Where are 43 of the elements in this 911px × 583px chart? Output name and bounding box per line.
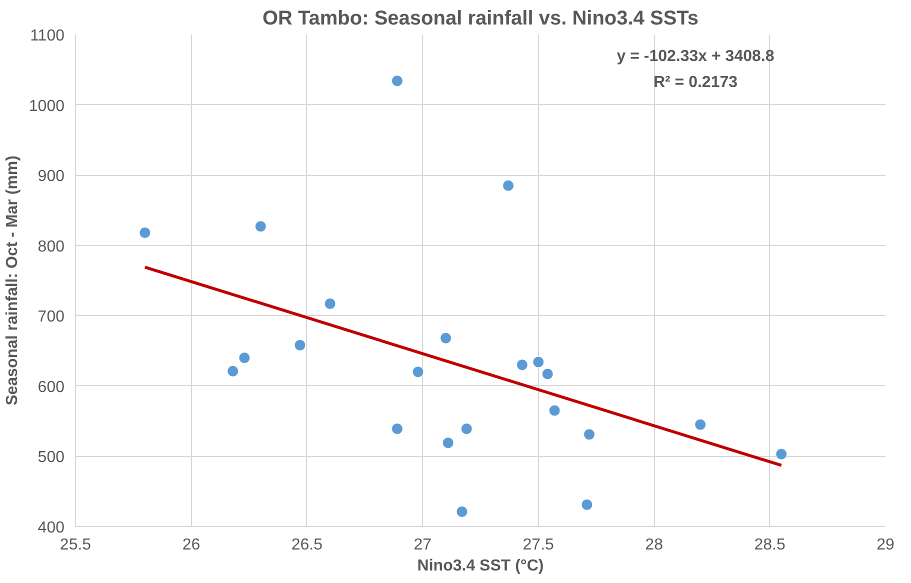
y-tick-label: 800 [38, 238, 65, 256]
y-tick-label: 1000 [28, 98, 65, 115]
point [532, 356, 544, 368]
x-tick-label: 26 [182, 536, 200, 554]
x-tick-label: 27.5 [522, 536, 554, 554]
point [324, 298, 336, 310]
x-tick-label: 27 [414, 536, 432, 554]
x-tick-label: 28.5 [754, 536, 786, 554]
point [516, 359, 528, 371]
chart-title: OR Tambo: Seasonal rainfall vs. Nino3.4 SSTs [262, 8, 699, 30]
point [581, 498, 593, 510]
y-tick-label: 900 [38, 168, 65, 186]
point [694, 418, 706, 430]
y-tick-label: 1100 [30, 28, 65, 44]
x-axis-title: Nino3.4 SST (°C) [417, 558, 544, 574]
y-axis-title: Seasonal rainfall: Oct - Mar (mm) [4, 156, 21, 406]
point [391, 423, 403, 435]
x-tick-label: 29 [876, 536, 894, 554]
point [542, 368, 554, 380]
point [139, 226, 151, 238]
y-tick-label: 400 [38, 520, 65, 536]
point [238, 352, 250, 364]
point [456, 506, 468, 518]
point [502, 180, 514, 192]
point [227, 365, 239, 377]
y-tick-label: 700 [38, 308, 65, 326]
y-tick-label: 500 [38, 449, 65, 466]
annotation: y = -102.33x + 3408.8 [616, 48, 774, 65]
x-tick-label: 28 [645, 536, 664, 554]
point [776, 448, 788, 460]
point [391, 75, 403, 87]
point [412, 366, 424, 378]
point [440, 332, 452, 344]
y-tick-label: 600 [38, 378, 65, 396]
point [548, 404, 560, 416]
x-tick-label: 25.5 [60, 536, 92, 554]
point [254, 220, 266, 232]
annotation: R² = 0.2173 [653, 74, 738, 91]
point [294, 339, 306, 351]
x-tick-label: 26.5 [291, 536, 323, 554]
point [584, 428, 596, 440]
point [460, 423, 472, 435]
point [442, 437, 454, 449]
